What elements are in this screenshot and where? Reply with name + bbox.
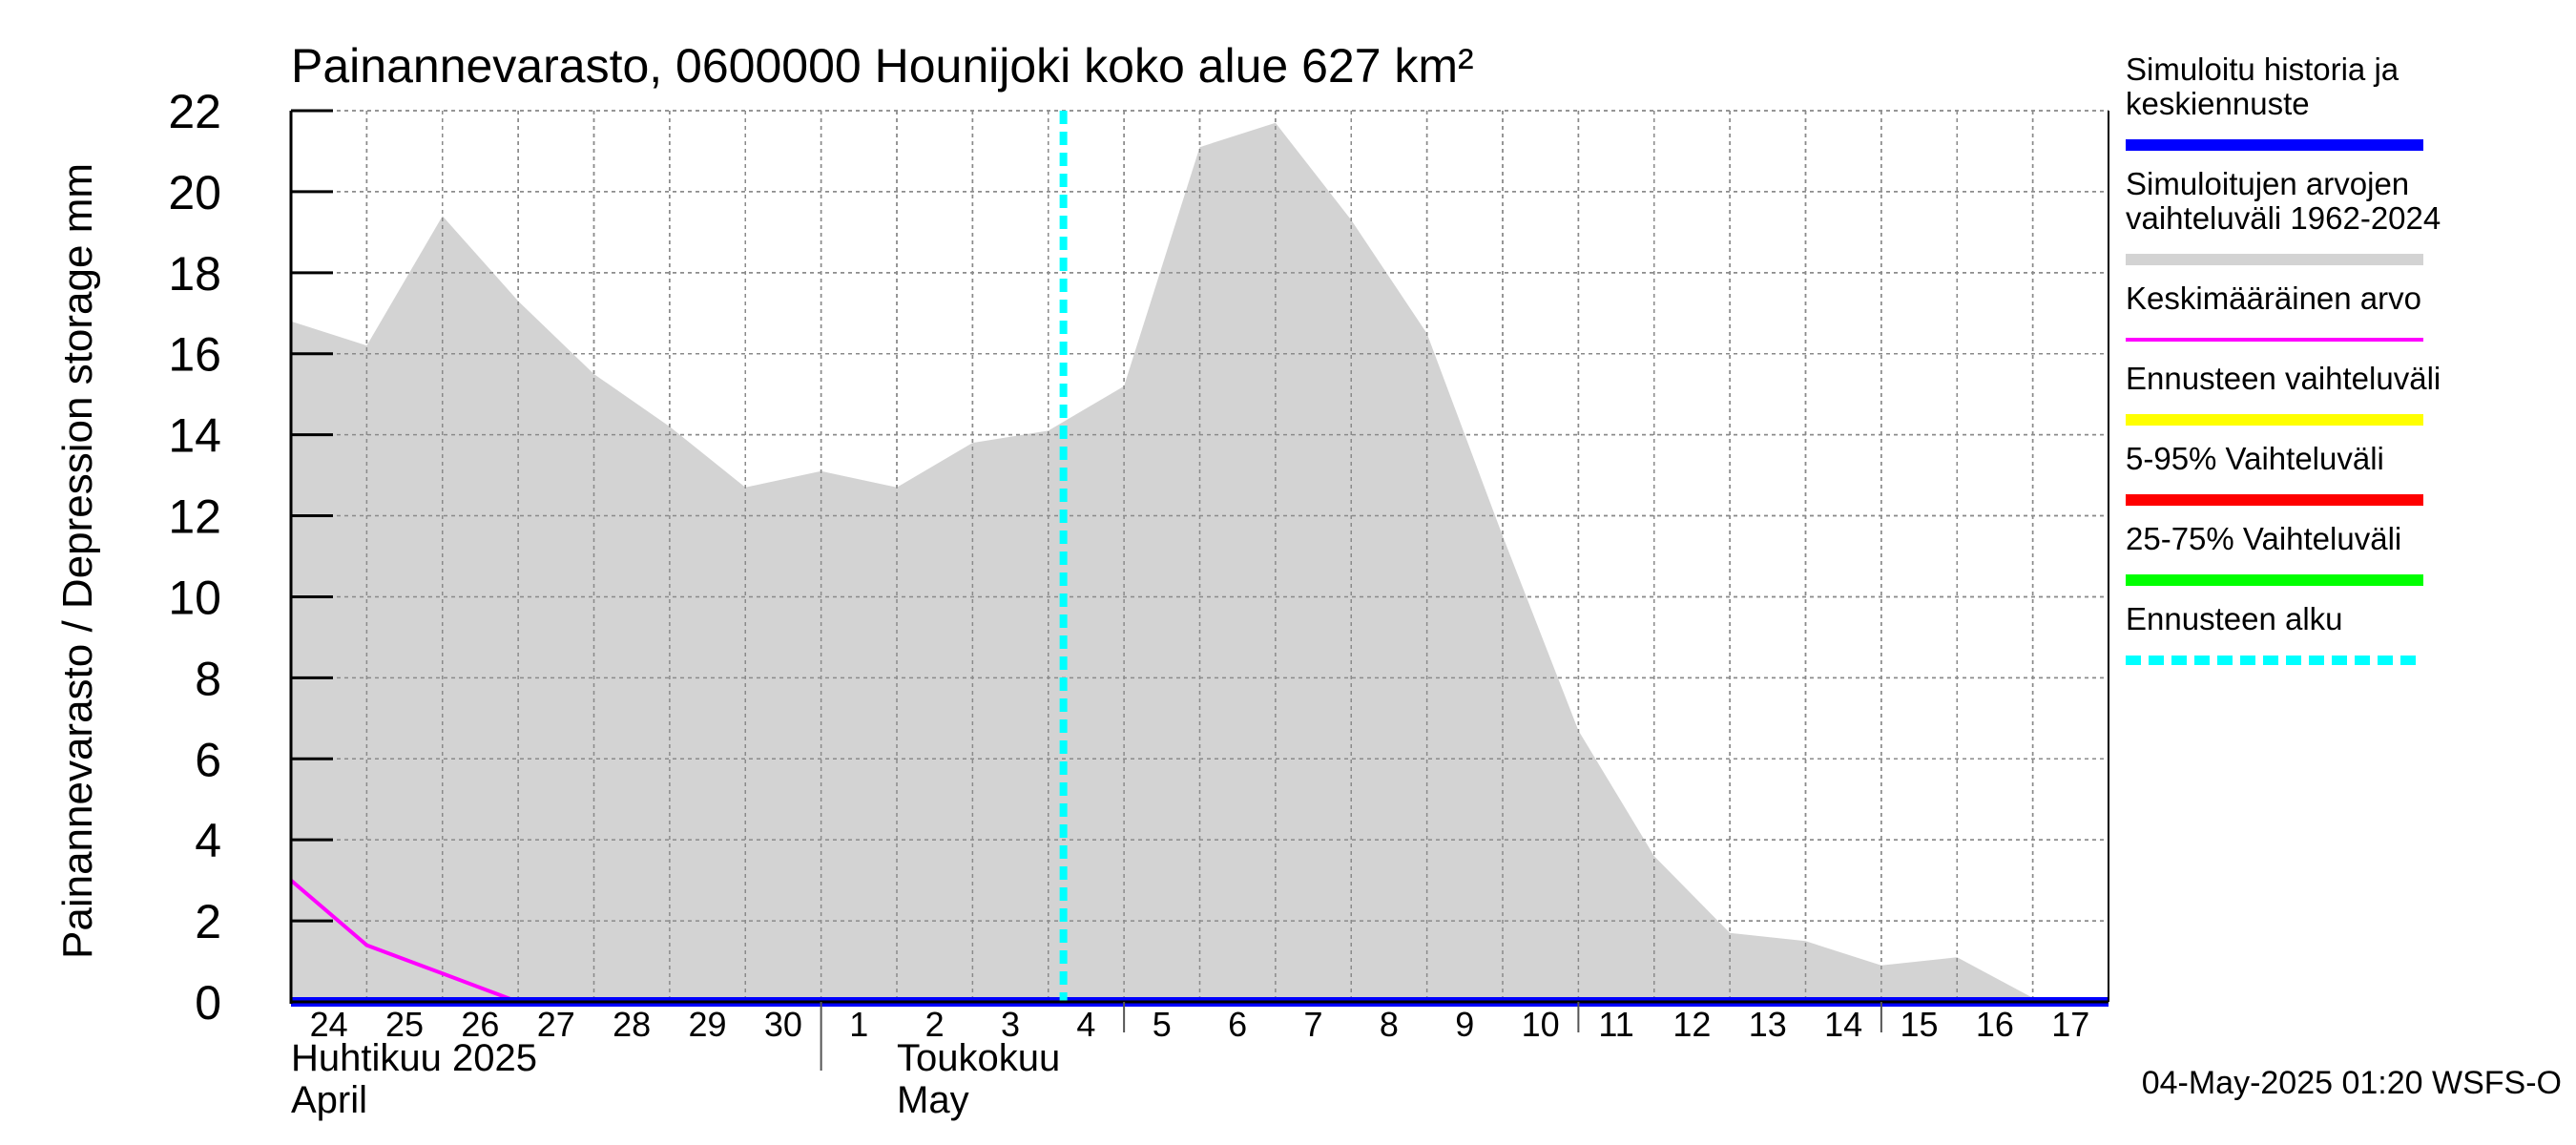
y-tick-label: 8 <box>195 652 221 705</box>
x-tick-label: 14 <box>1824 1005 1862 1044</box>
legend-label: vaihteluväli 1962-2024 <box>2126 200 2441 236</box>
x-tick-label: 17 <box>2051 1005 2089 1044</box>
y-tick-label: 6 <box>195 733 221 786</box>
month-label: Huhtikuu 2025 <box>291 1037 537 1079</box>
legend-label: keskiennuste <box>2126 86 2310 121</box>
x-tick-label: 11 <box>1598 1005 1633 1044</box>
x-tick-label: 15 <box>1901 1005 1939 1044</box>
x-tick-label: 10 <box>1522 1005 1560 1044</box>
y-tick-label: 22 <box>168 85 221 138</box>
x-tick-label: 25 <box>385 1005 424 1044</box>
x-tick-label: 12 <box>1672 1005 1711 1044</box>
x-tick-label: 26 <box>461 1005 499 1044</box>
y-tick-label: 10 <box>168 571 221 624</box>
x-tick-label: 9 <box>1455 1005 1474 1044</box>
y-axis-label: Painannevarasto / Depression storage mm <box>54 163 101 959</box>
x-tick-label: 4 <box>1076 1005 1095 1044</box>
x-tick-label: 3 <box>1001 1005 1020 1044</box>
month-label: Toukokuu <box>897 1037 1060 1079</box>
legend-label: Ennusteen vaihteluväli <box>2126 361 2441 396</box>
y-tick-label: 16 <box>168 328 221 382</box>
x-tick-label: 28 <box>613 1005 651 1044</box>
axes <box>289 109 2109 1071</box>
x-tick-label: 7 <box>1304 1005 1323 1044</box>
x-tick-label: 6 <box>1228 1005 1247 1044</box>
month-label-english: April <box>291 1079 367 1121</box>
month-label-english: May <box>897 1079 969 1121</box>
y-tick-label: 2 <box>195 895 221 948</box>
y-tick-label: 4 <box>195 814 221 867</box>
grid-overlay <box>290 110 2109 1003</box>
legend-label: Keskimääräinen arvo <box>2126 281 2421 316</box>
x-tick-label: 8 <box>1380 1005 1399 1044</box>
legend-label: Ennusteen alku <box>2126 601 2343 636</box>
x-tick-label: 5 <box>1153 1005 1172 1044</box>
y-tick-label: 0 <box>195 976 221 1030</box>
y-tick-label: 20 <box>168 166 221 219</box>
x-tick-label: 2 <box>925 1005 945 1044</box>
chart-title: Painannevarasto, 0600000 Hounijoki koko … <box>291 39 1474 93</box>
legend-label: 5-95% Vaihteluväli <box>2126 441 2384 476</box>
x-tick-label: 16 <box>1976 1005 2014 1044</box>
x-tick-label: 30 <box>764 1005 802 1044</box>
y-tick-label: 12 <box>168 490 221 544</box>
legend-label: Simuloitujen arvojen <box>2126 166 2409 201</box>
legend-label: 25-75% Vaihteluväli <box>2126 521 2401 556</box>
legend-label: Simuloitu historia ja <box>2126 52 2399 87</box>
x-tick-label: 24 <box>310 1005 348 1044</box>
x-tick-label: 1 <box>849 1005 868 1044</box>
y-tick-label: 14 <box>168 409 221 463</box>
y-tick-label: 18 <box>168 247 221 301</box>
x-tick-label: 27 <box>537 1005 575 1044</box>
x-tick-label: 13 <box>1749 1005 1787 1044</box>
footer-timestamp: 04-May-2025 01:20 WSFS-O <box>2142 1065 2562 1101</box>
x-tick-label: 29 <box>689 1005 727 1044</box>
